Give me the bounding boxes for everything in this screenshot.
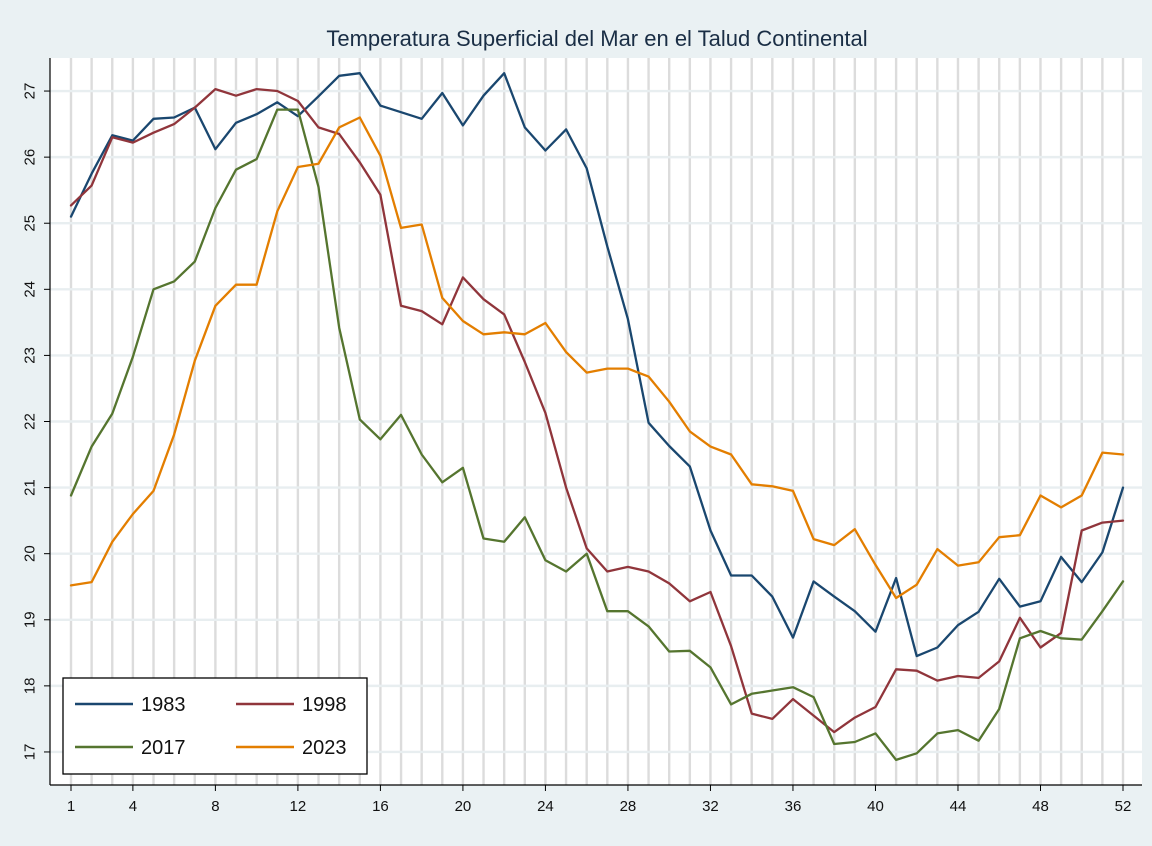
y-tick-label-20: 20 — [22, 545, 39, 562]
horizontal-gridlines — [50, 89, 1142, 754]
x-tick-label-20: 20 — [455, 798, 472, 815]
y-tick-label-25: 25 — [22, 215, 39, 232]
x-tick-label-36: 36 — [785, 798, 802, 815]
x-tick-label-52: 52 — [1115, 798, 1132, 815]
y-tick-label-23: 23 — [22, 347, 39, 364]
x-tick-label-44: 44 — [950, 798, 967, 815]
series-lines — [69, 72, 1125, 762]
x-tick-label-24: 24 — [537, 798, 554, 815]
x-tick-label-4: 4 — [129, 798, 137, 815]
series-line-2023 — [69, 116, 1125, 600]
legend-label-1983: 1983 — [141, 694, 186, 716]
y-tick-label-27: 27 — [22, 83, 39, 100]
chart-title: Temperatura Superficial del Mar en el Ta… — [326, 26, 867, 51]
series-line-1983 — [69, 72, 1125, 658]
legend: 1983 1998 2017 2023 — [62, 677, 368, 775]
x-tick-label-28: 28 — [620, 798, 637, 815]
legend-label-1998: 1998 — [302, 694, 347, 716]
x-tick-label-16: 16 — [372, 798, 389, 815]
x-tick-label-32: 32 — [702, 798, 719, 815]
x-tick-label-1: 1 — [67, 798, 75, 815]
y-tick-label-19: 19 — [22, 611, 39, 628]
x-tick-label-8: 8 — [211, 798, 219, 815]
x-tick-label-40: 40 — [867, 798, 884, 815]
legend-label-2017: 2017 — [141, 737, 186, 759]
y-tick-label-18: 18 — [22, 678, 39, 695]
series-line-1998 — [69, 87, 1125, 734]
legend-box — [62, 677, 368, 775]
y-tick-label-22: 22 — [22, 413, 39, 430]
series-line-2017 — [69, 108, 1125, 762]
x-tick-label-48: 48 — [1032, 798, 1049, 815]
y-tick-label-21: 21 — [22, 479, 39, 496]
x-tick-label-12: 12 — [290, 798, 307, 815]
y-tick-label-17: 17 — [22, 744, 39, 761]
legend-label-2023: 2023 — [302, 737, 347, 759]
y-axis-ticks: 17 18 19 20 21 22 23 24 25 26 27 — [22, 83, 50, 761]
y-tick-label-24: 24 — [22, 281, 39, 298]
x-axis-ticks: 1 4 8 12 16 20 24 28 32 36 40 44 48 52 — [67, 785, 1132, 815]
y-tick-label-26: 26 — [22, 149, 39, 166]
